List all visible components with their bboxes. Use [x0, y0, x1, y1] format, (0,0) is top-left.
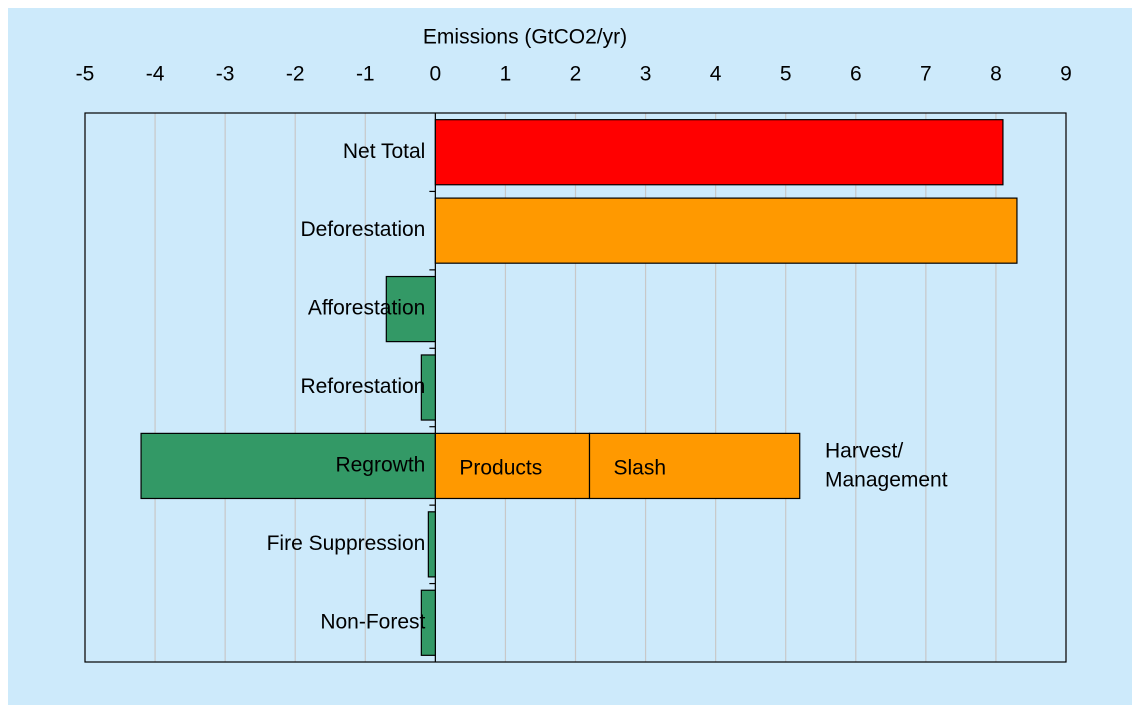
x-tick-label: 7: [920, 63, 932, 86]
x-tick-label: 0: [430, 63, 442, 86]
bar: [427, 511, 436, 578]
bar: [385, 275, 436, 343]
x-tick-label: 9: [1060, 63, 1072, 86]
annotation: Management: [825, 468, 948, 491]
y-tick-label: Non-Forest: [320, 610, 425, 633]
x-tick-label: -1: [356, 63, 375, 86]
x-tick-label: 2: [570, 63, 582, 86]
segment-label: Slash: [614, 456, 667, 479]
bar: [434, 119, 1004, 186]
x-tick-label: 6: [850, 63, 862, 86]
x-tick-label: -3: [216, 63, 235, 86]
plot-frame: [84, 112, 1067, 663]
bar: [420, 354, 436, 421]
annotation: Harvest/: [825, 439, 903, 462]
bar: [420, 589, 436, 656]
bar: [434, 197, 1018, 264]
bar-segment: [434, 432, 591, 500]
bar: [140, 432, 436, 500]
x-tick-label: 1: [500, 63, 512, 86]
y-tick-label: Fire Suppression: [267, 532, 426, 555]
x-axis-title: Emissions (GtCO2/yr): [423, 26, 627, 49]
x-tick-label: -2: [286, 63, 305, 86]
x-tick-label: 8: [990, 63, 1002, 86]
x-tick-label: 5: [780, 63, 792, 86]
segment-label: Products: [459, 456, 542, 479]
y-tick-label: Afforestation: [308, 297, 426, 320]
y-tick-label: Deforestation: [300, 218, 425, 241]
x-tick-label: -5: [76, 63, 95, 86]
y-tick-label: Reforestation: [300, 375, 425, 398]
bar-segment: [588, 432, 801, 500]
x-tick-label: -4: [146, 63, 165, 86]
y-tick-label: Net Total: [343, 140, 426, 163]
x-tick-label: 4: [710, 63, 722, 86]
x-tick-label: 3: [640, 63, 652, 86]
y-tick-label: Regrowth: [335, 453, 425, 476]
